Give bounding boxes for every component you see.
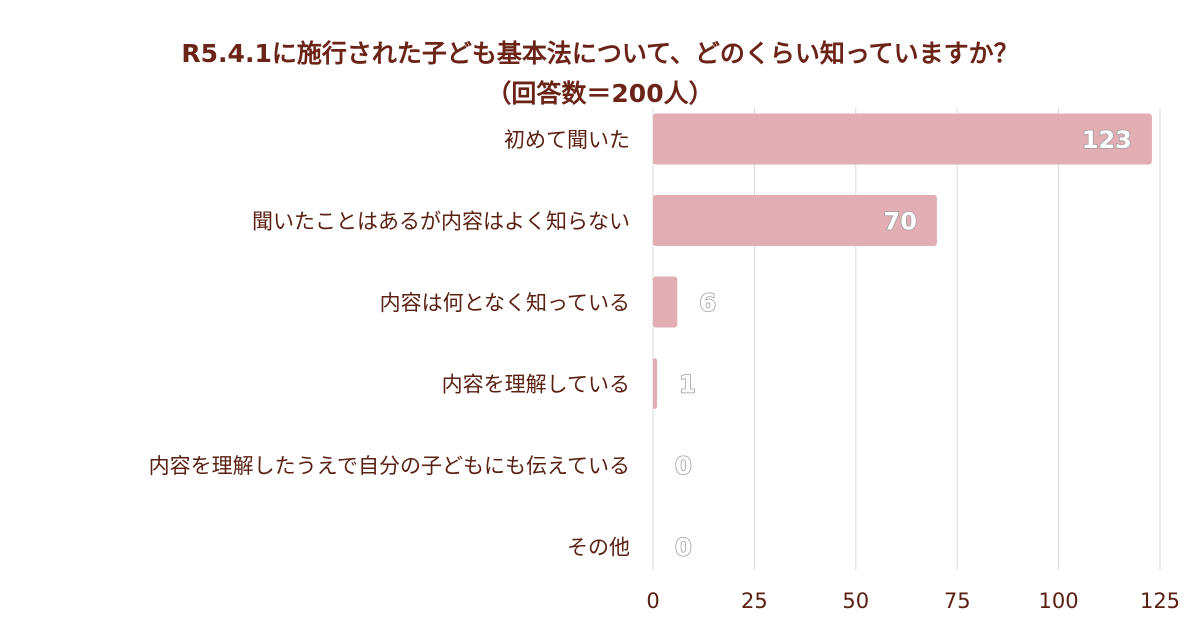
category-label: 内容を理解したうえで自分の子どもにも伝えている xyxy=(149,454,630,478)
data-label: 123 xyxy=(1082,126,1132,154)
chart-subtitle: （回答数＝200人） xyxy=(486,79,714,108)
category-label: 内容は何となく知っている xyxy=(380,291,630,315)
category-label: 聞いたことはあるが内容はよく知らない xyxy=(252,210,630,234)
bar xyxy=(653,113,1152,165)
category-label: その他 xyxy=(567,536,630,560)
data-label: 0 xyxy=(675,452,692,480)
bar xyxy=(653,195,937,246)
x-tick-label: 75 xyxy=(944,589,971,613)
x-tick-label: 125 xyxy=(1140,589,1180,613)
x-tick-label: 50 xyxy=(842,589,869,613)
bar xyxy=(653,358,658,409)
chart-title: R5.4.1に施行された子ども基本法について、どのくらい知っていますか？ xyxy=(181,39,1019,68)
data-label: 1 xyxy=(679,371,696,399)
x-tick-label: 25 xyxy=(741,589,768,613)
x-tick-label: 0 xyxy=(646,589,659,613)
category-label: 初めて聞いた xyxy=(504,128,630,152)
data-label: 70 xyxy=(884,208,917,236)
bar xyxy=(653,276,678,328)
data-label: 6 xyxy=(699,289,716,317)
x-tick-label: 100 xyxy=(1039,589,1079,613)
data-label: 0 xyxy=(675,534,692,562)
category-label: 内容を理解している xyxy=(442,373,630,397)
